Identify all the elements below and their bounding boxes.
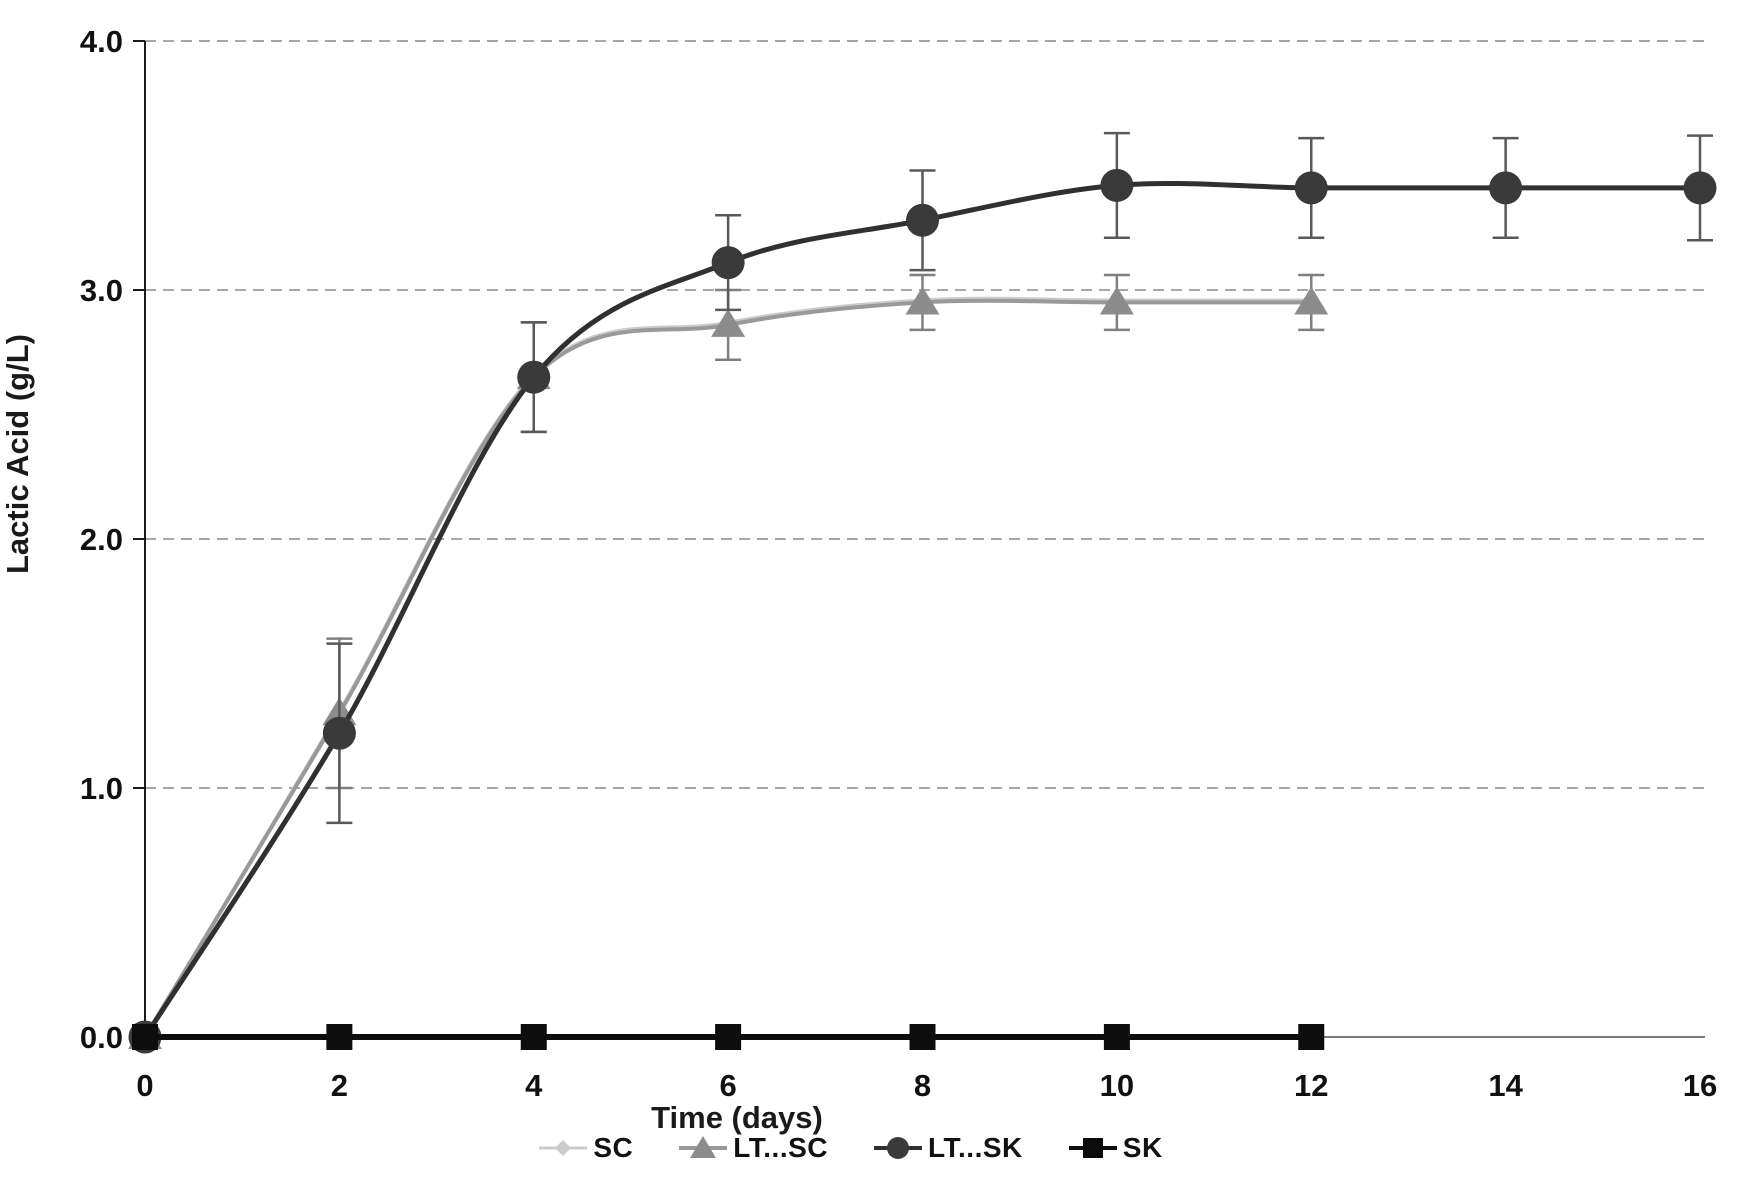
data-point-LT...SK [1100, 168, 1134, 202]
data-point-SK [715, 1024, 742, 1050]
y-tick-label: 4.0 [80, 24, 123, 59]
x-axis-title: Time (days) [651, 1100, 823, 1135]
data-point-LT...SK [1294, 171, 1328, 205]
x-tick-label: 4 [525, 1068, 543, 1103]
legend-label-lt-sk: LT...SK [928, 1132, 1023, 1163]
x-tick-label: 6 [720, 1068, 737, 1103]
legend-label-sc: SC [593, 1132, 634, 1163]
series-line-SC [143, 296, 1313, 1039]
data-point-LT...SK [906, 203, 939, 237]
legend-label-lt-sc: LT...SC [733, 1132, 828, 1163]
data-point-LT...SC [905, 286, 940, 315]
y-tick-label: 2.0 [80, 522, 123, 557]
data-point-SK [326, 1024, 353, 1050]
legend: SC LT...SC LT...SK SK [400, 1132, 1300, 1164]
x-tick-label: 16 [1683, 1068, 1717, 1103]
data-point-SK [1298, 1024, 1325, 1050]
data-point-SK [132, 1024, 158, 1050]
sc-diamond-marker-icon [539, 1140, 588, 1156]
x-tick-label: 2 [331, 1068, 348, 1103]
x-tick-label: 10 [1100, 1068, 1134, 1103]
series-line-LT...SK [142, 180, 1703, 1040]
legend-item-lt-sk: LT...SK [872, 1132, 1023, 1164]
data-point-LT...SK [1489, 171, 1523, 205]
data-point-LT...SK [1683, 171, 1717, 205]
y-tick-label: 3.0 [80, 273, 123, 308]
data-point-SK [520, 1024, 547, 1050]
sk-square-marker-icon [1068, 1138, 1117, 1158]
data-point-SK [1103, 1024, 1130, 1050]
legend-item-sk: SK [1067, 1132, 1163, 1164]
data-point-LT...SK [517, 360, 551, 394]
y-tick-label: 1.0 [80, 771, 123, 806]
legend-item-sc: SC [537, 1132, 633, 1164]
x-tick-label: 8 [914, 1068, 931, 1103]
data-point-LT...SC [1099, 286, 1134, 315]
y-axis-title: Lactic Acid (g/L) [0, 334, 35, 574]
series-line-LT...SC [143, 298, 1314, 1039]
data-point-LT...SC [1294, 286, 1329, 315]
data-point-LT...SK [322, 716, 356, 750]
legend-item-lt-sc: LT...SC [677, 1132, 828, 1164]
legend-label-sk: SK [1122, 1132, 1163, 1163]
data-point-LT...SK [711, 246, 745, 280]
lt-sk-circle-marker-icon [874, 1137, 922, 1159]
x-tick-label: 12 [1294, 1068, 1328, 1103]
x-tick-label: 0 [136, 1068, 153, 1103]
data-point-SK [909, 1024, 936, 1050]
y-tick-label: 0.0 [80, 1020, 123, 1055]
x-tick-label: 14 [1488, 1068, 1523, 1103]
lt-sc-triangle-marker-icon [679, 1136, 728, 1158]
data-point-LT...SC [711, 308, 746, 337]
